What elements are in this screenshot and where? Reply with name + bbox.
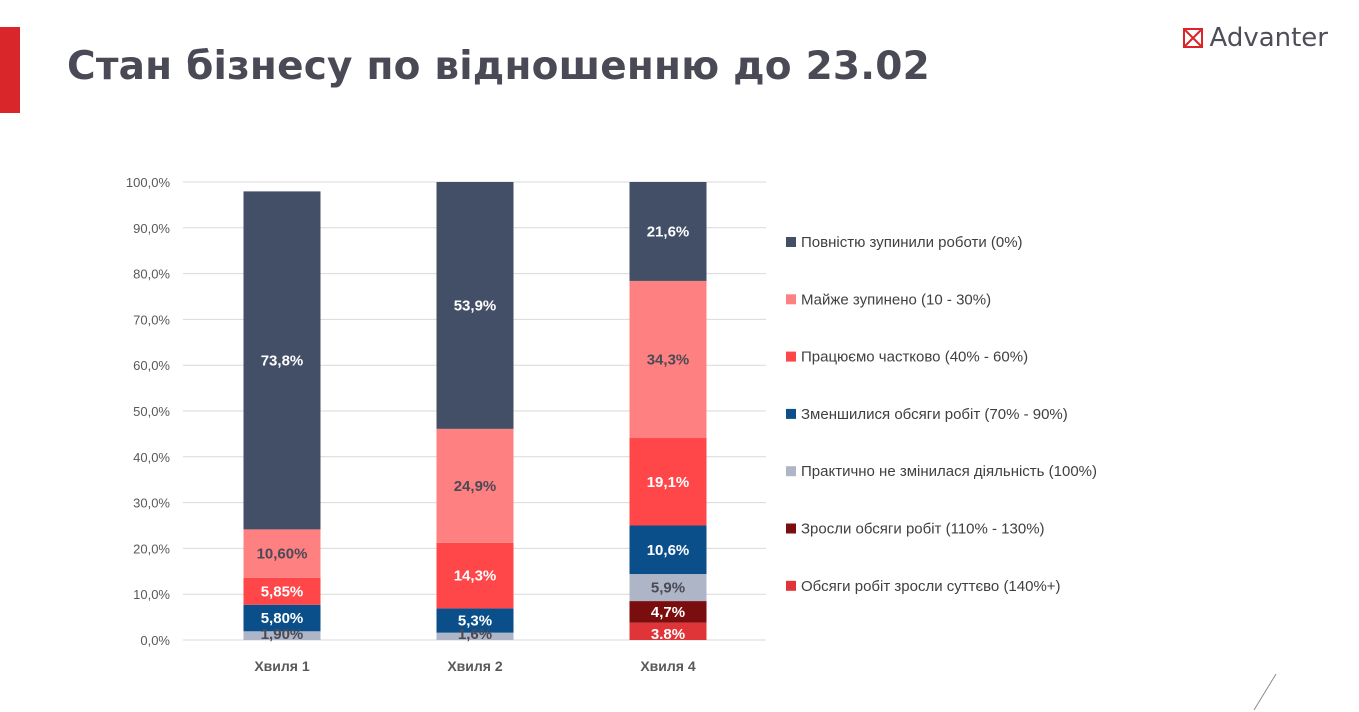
data-label: 19,1%: [647, 474, 690, 491]
data-label: 3.8%: [651, 626, 685, 643]
data-label: 5,80%: [261, 610, 304, 627]
y-tick-label: 50,0%: [133, 404, 170, 419]
y-tick-label: 60,0%: [133, 358, 170, 373]
bar-segment: [629, 438, 707, 526]
data-label: 10,60%: [257, 546, 308, 563]
data-label: 14,3%: [454, 568, 497, 585]
y-tick-label: 20,0%: [133, 541, 170, 556]
legend-label: Зросли обсяги робіт (110% - 130%): [801, 521, 1045, 538]
y-tick-label: 70,0%: [133, 312, 170, 327]
legend-swatch: [786, 523, 796, 534]
decorative-line: [1253, 673, 1277, 711]
bar-segment: [629, 622, 707, 640]
bar-segment: [243, 577, 321, 605]
bar-segment: [436, 428, 514, 543]
bar-segment: [436, 182, 514, 429]
bar-segment: [629, 182, 707, 281]
data-label: 34,3%: [647, 351, 690, 368]
data-label: 1,6%: [458, 626, 492, 643]
bar-segment: [243, 529, 321, 578]
x-tick-label: Хвиля 1: [254, 658, 310, 674]
bar-segment: [436, 608, 514, 633]
legend-label: Працюємо частково (40% - 60%): [801, 349, 1028, 366]
legend-swatch: [786, 294, 796, 305]
data-label: 1,90%: [261, 626, 304, 643]
y-tick-label: 10,0%: [133, 587, 170, 602]
bar-segment: [629, 525, 707, 575]
bar-segment: [629, 601, 707, 623]
legend-label: Зменшилися обсяги робіт (70% - 90%): [801, 406, 1068, 423]
legend-swatch: [786, 408, 796, 419]
y-tick-label: 90,0%: [133, 221, 170, 236]
legend-label: Обсяги робіт зросли суттєво (140%+): [801, 578, 1061, 595]
data-label: 21,6%: [647, 223, 690, 240]
data-label: 10,6%: [647, 542, 690, 559]
accent-bar: [0, 27, 20, 113]
data-label: 5,3%: [458, 613, 492, 630]
data-label: 73,8%: [261, 352, 304, 369]
data-label: 5,9%: [651, 580, 685, 597]
data-label: 24,9%: [454, 478, 497, 495]
y-tick-label: 80,0%: [133, 267, 170, 282]
data-label: 4,7%: [651, 604, 685, 621]
brand-logo: Advanter: [1183, 20, 1328, 56]
legend-swatch: [786, 351, 796, 362]
y-tick-label: 30,0%: [133, 496, 170, 511]
bar-segment: [243, 191, 321, 530]
bar-segment: [436, 632, 514, 640]
y-tick-label: 0,0%: [140, 633, 170, 648]
legend-swatch: [786, 466, 796, 477]
envelope-x-icon: [1183, 28, 1204, 48]
bar-segment: [243, 604, 321, 632]
data-label: 53,9%: [454, 297, 497, 314]
x-tick-label: Хвиля 4: [640, 658, 696, 674]
legend-swatch: [786, 580, 796, 591]
legend-label: Практично не змінилася діяльність (100%): [801, 463, 1097, 480]
brand-name: Advanter: [1209, 23, 1328, 53]
legend-label: Повністю зупинили роботи (0%): [801, 234, 1023, 251]
legend-swatch: [786, 237, 796, 247]
bar-segment: [629, 280, 707, 439]
bar-segment: [629, 574, 707, 602]
y-tick-label: 40,0%: [133, 450, 170, 465]
x-tick-label: Хвиля 2: [447, 658, 503, 674]
bar-segment: [436, 542, 514, 609]
bar-segment: [243, 631, 321, 640]
page-title: Стан бізнесу по відношенню до 23.02: [67, 44, 930, 89]
data-label: 5,85%: [261, 583, 304, 600]
y-tick-label: 100,0%: [126, 175, 171, 190]
legend-label: Майже зупинено (10 - 30%): [801, 291, 991, 308]
